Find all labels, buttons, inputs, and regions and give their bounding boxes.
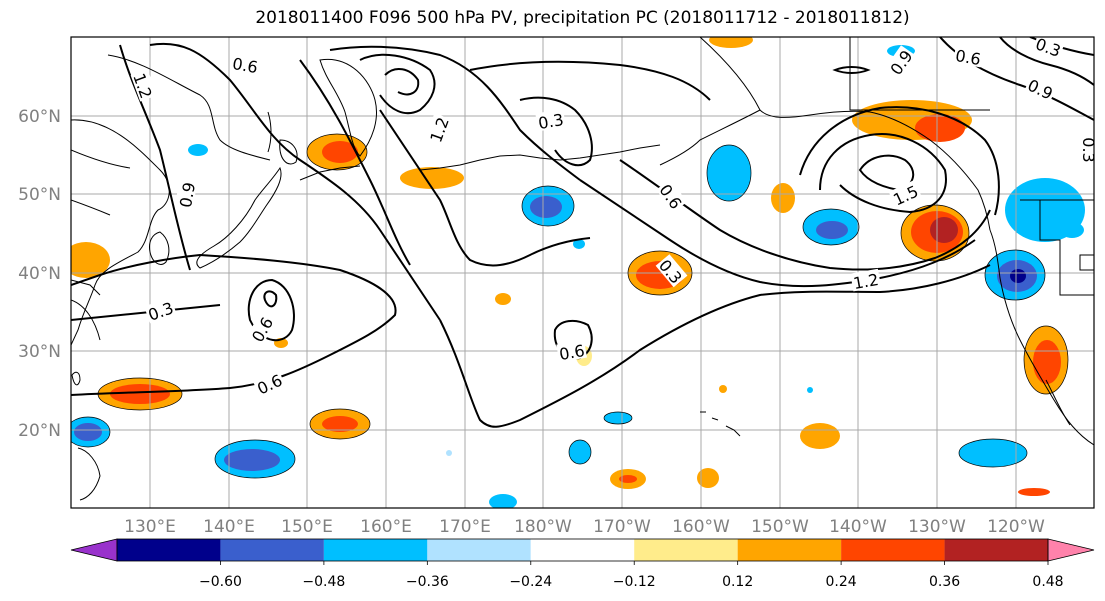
- longitude-label: 140°E: [203, 517, 255, 537]
- contour-label-background: [952, 44, 984, 68]
- contour-label-background: [1024, 74, 1058, 103]
- contour-label-background: [556, 339, 588, 363]
- longitude-label: 170°E: [439, 517, 491, 537]
- longitude-label: 160°E: [360, 517, 412, 537]
- contour-label-background: [655, 254, 688, 288]
- longitude-label: 180°W: [514, 517, 572, 537]
- latitude-label: 30°N: [18, 342, 61, 362]
- contour-label: 0.6: [558, 341, 586, 364]
- latitude-label: 50°N: [18, 185, 61, 205]
- map-border: [70, 36, 1095, 509]
- colorbar-segment: [220, 539, 324, 561]
- contour-label: 1.2: [852, 270, 880, 293]
- colorbar-border: [116, 538, 1049, 562]
- precipitation-shading: [71, 37, 1085, 508]
- latitude-label: 20°N: [18, 421, 61, 441]
- colorbar-tick-label: −0.48: [302, 574, 345, 590]
- colorbar: −0.60 −0.48 −0.36 −0.24 −0.12 0.12 0.24 0.36 0.4…: [70, 538, 1095, 590]
- contour-label-background: [850, 268, 882, 292]
- colorbar-segment: [634, 539, 738, 561]
- contour-label: 0.6: [231, 54, 259, 77]
- longitude-label: 130°E: [124, 517, 176, 537]
- colorbar-segment: [841, 539, 945, 561]
- coastlines: [71, 37, 1094, 501]
- contour-label: 0.3: [1033, 34, 1063, 61]
- longitude-label: 130°W: [908, 517, 966, 537]
- contour-label-background: [130, 69, 158, 102]
- longitude-label: 120°W: [987, 517, 1045, 537]
- colorbar-extend-high: [1047, 538, 1095, 562]
- contour-label-background: [884, 45, 916, 79]
- gridlines: [71, 37, 1094, 508]
- contour-label-background: [1032, 37, 1065, 60]
- contour-label-background: [144, 296, 177, 324]
- longitude-label: 160°W: [672, 517, 730, 537]
- contour-label-background: [888, 180, 922, 209]
- contour-label-background: [229, 52, 261, 76]
- colorbar-tick-label: 0.48: [1032, 574, 1063, 590]
- map-title: 2018011400 F096 500 hPa PV, precipitatio…: [255, 8, 910, 28]
- colorbar-extend-low: [70, 538, 118, 562]
- colorbar-segment: [323, 539, 428, 561]
- colorbar-tick-label: 0.24: [826, 574, 857, 590]
- longitude-label: 140°W: [829, 517, 887, 537]
- colorbar-tick-label: −0.12: [613, 574, 656, 590]
- colorbar-tick-label: −0.24: [509, 574, 552, 590]
- contour-label-background: [424, 113, 452, 146]
- colorbar-tick-label: 0.36: [929, 574, 960, 590]
- colorbar-tick-label: −0.36: [406, 574, 449, 590]
- colorbar-tick-label: −0.60: [199, 574, 242, 590]
- colorbar-tick-label: 0.12: [722, 574, 753, 590]
- contour-label-background: [656, 179, 688, 213]
- latitude-label: 40°N: [18, 264, 61, 284]
- colorbar-segment: [427, 539, 531, 561]
- colorbar-segment: [737, 539, 842, 561]
- latitude-label: 60°N: [18, 107, 61, 127]
- contour-label: 0.9: [176, 181, 199, 209]
- colorbar-segment: [530, 539, 635, 561]
- contour-label: 0.6: [954, 46, 982, 69]
- longitude-label: 170°W: [593, 517, 651, 537]
- colorbar-segment: [117, 539, 221, 561]
- longitude-label: 150°W: [751, 517, 809, 537]
- longitude-labels: 130°E 140°E 150°E 160°E 170°E 180°W 170°W 160°W…: [124, 517, 1045, 537]
- contour-label-background: [252, 369, 286, 398]
- longitude-label: 150°E: [281, 517, 333, 537]
- colorbar-segment: [944, 539, 1048, 561]
- contour-label-background: [1081, 136, 1094, 164]
- latitude-labels: 60°N 50°N 40°N 30°N 20°N: [18, 107, 61, 441]
- shading-outlines: [71, 133, 1069, 479]
- contour-label-background: [246, 312, 277, 346]
- contour-label-background: [535, 108, 567, 132]
- contour-label-background: [174, 179, 198, 211]
- contour-label: 0.3: [1079, 137, 1098, 162]
- contour-label: 0.3: [537, 110, 565, 133]
